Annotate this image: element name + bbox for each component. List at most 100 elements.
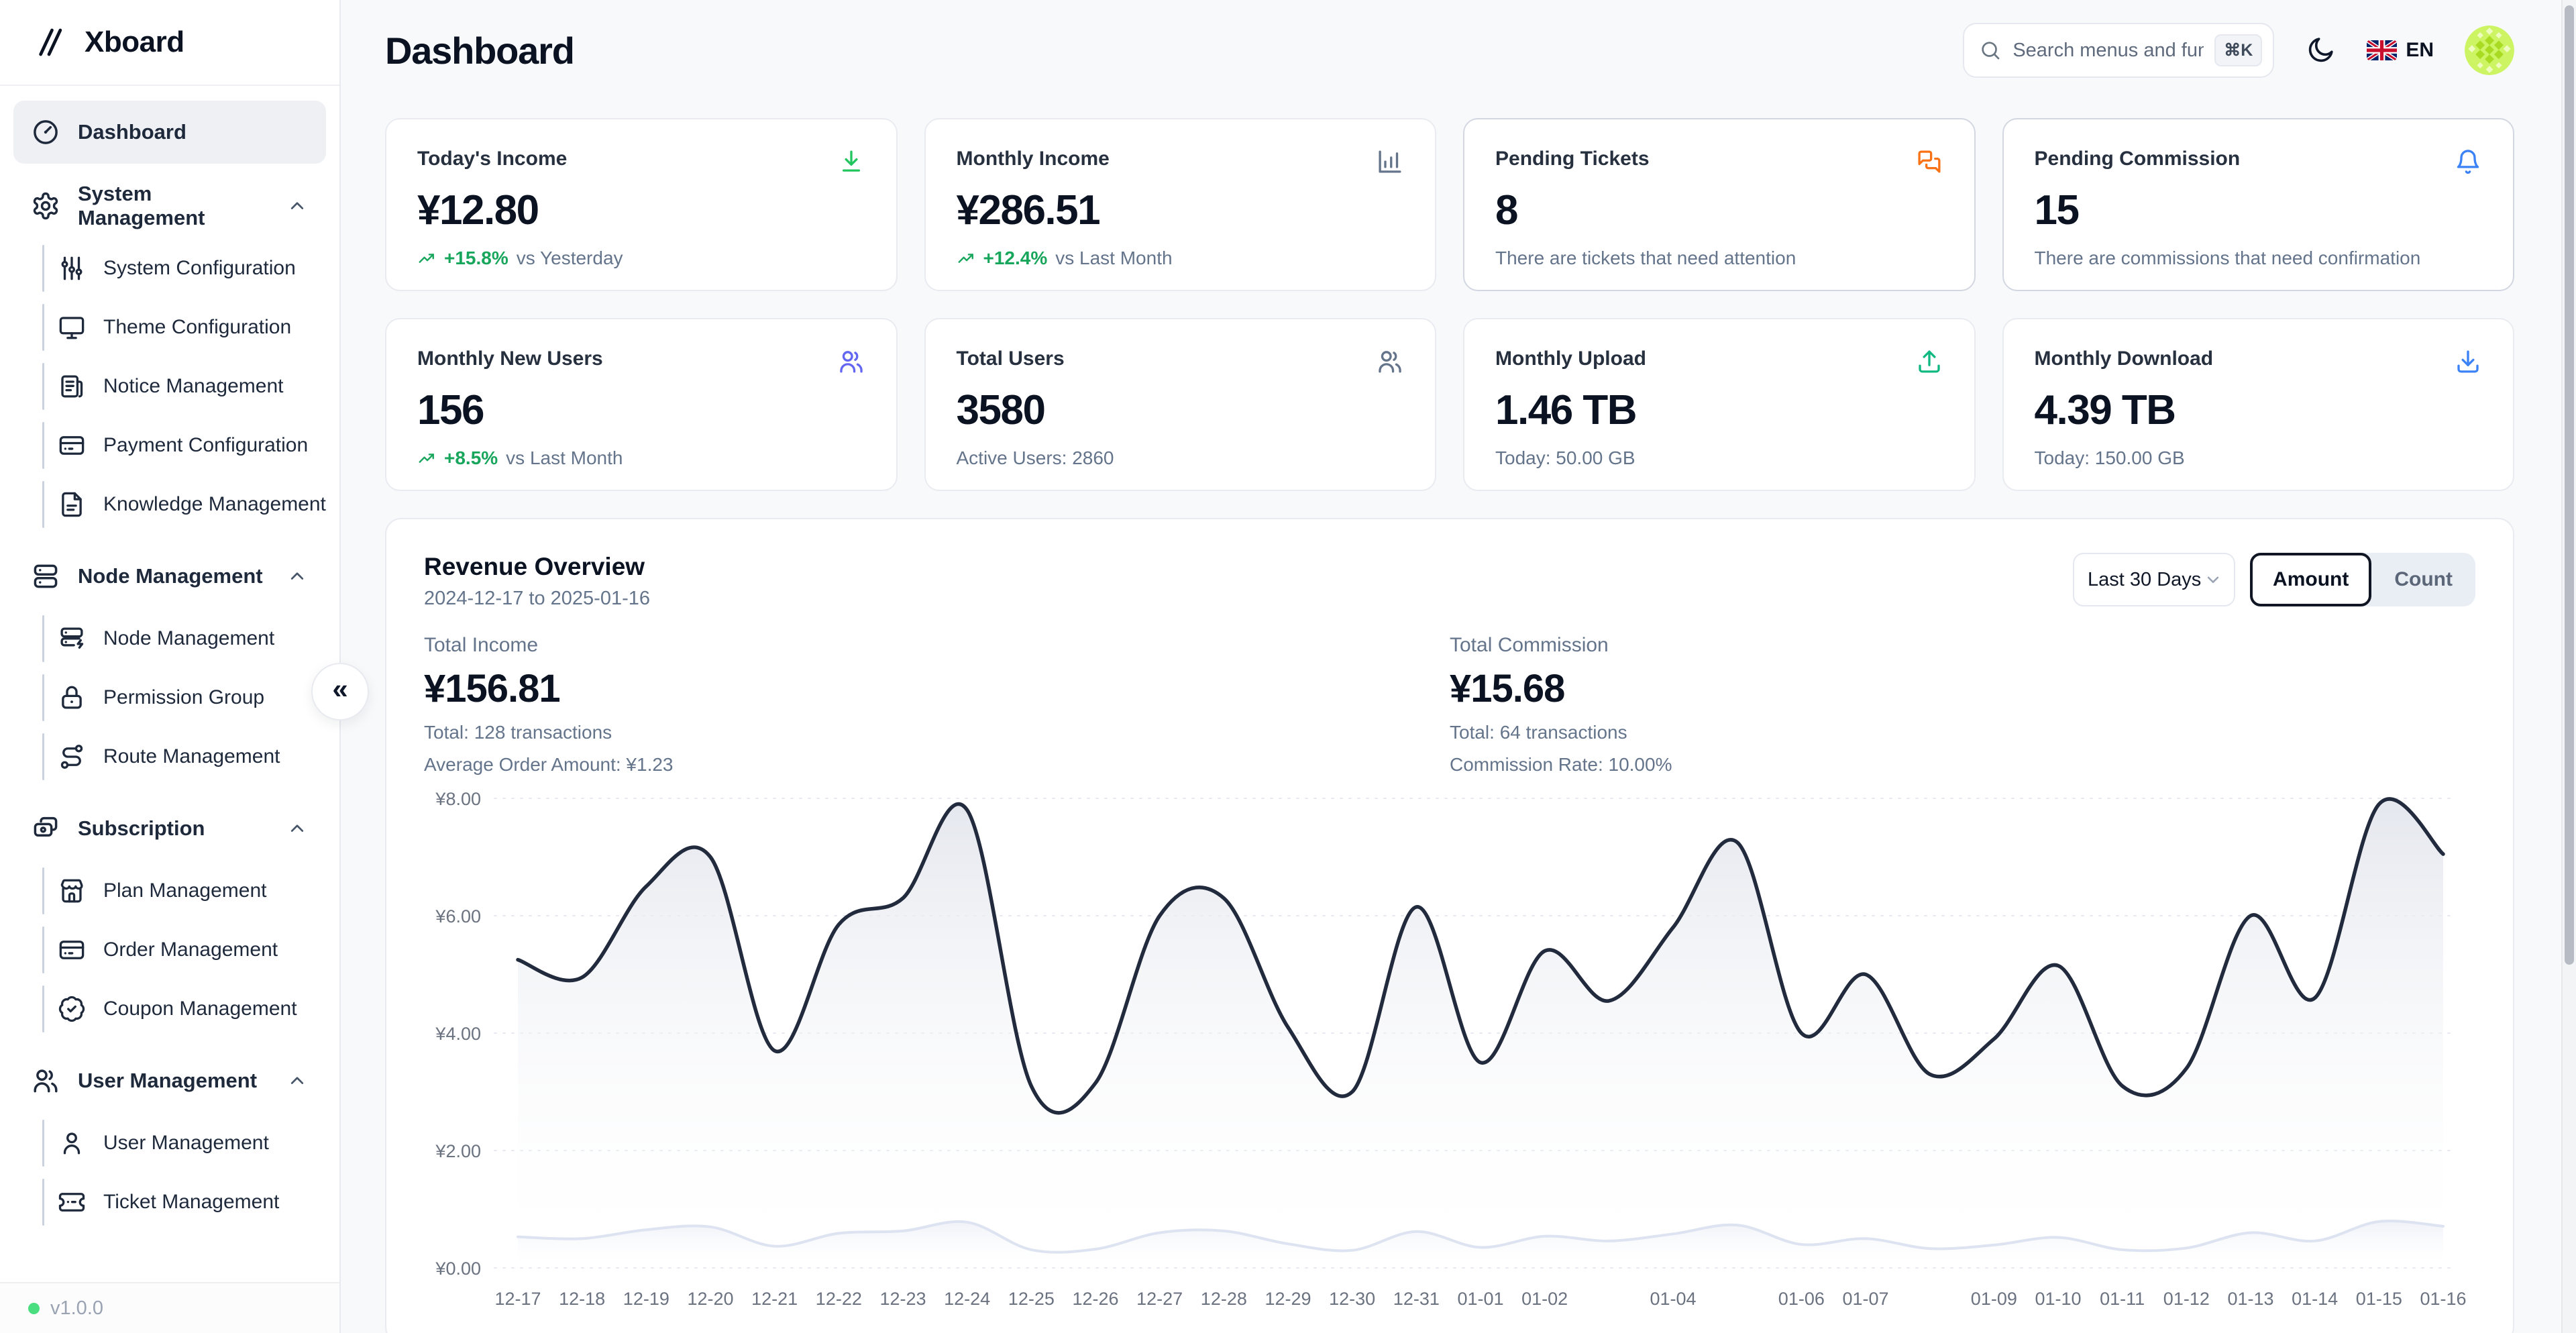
store-icon [60, 879, 83, 903]
page-scrollbar[interactable] [2561, 0, 2576, 1333]
sidebar-item-node-management[interactable]: Node Management [13, 609, 326, 668]
download-icon [842, 150, 860, 172]
search-icon [1982, 42, 2000, 60]
sidebar-section-system-management: System Management System Configuration The… [13, 174, 326, 534]
sidebar-section-label: Subscription [78, 816, 205, 840]
sidebar-item-label: Notice Management [103, 375, 284, 397]
x-axis-label: 12-25 [1008, 1289, 1055, 1309]
version-label: v1.0.0 [50, 1297, 103, 1319]
stat-card-subtext: Active Users: 2860 [957, 447, 1405, 469]
topbar-actions: Search menus and functions... ⌘K [1963, 23, 2514, 78]
chat-icon [1917, 150, 1941, 173]
avatar-image-icon [2465, 25, 2514, 75]
sidebar-item-user-management[interactable]: User Management [13, 1114, 326, 1173]
y-axis-label: ¥2.00 [435, 1141, 481, 1161]
stat-card-value: ¥12.80 [417, 187, 539, 233]
revenue-chart-container: ¥0.00 ¥2.00 ¥4.00 ¥6.00 ¥8.00 12-17 12-18 12-19… [424, 792, 2475, 1322]
series-line-income [516, 797, 2445, 1115]
server-zap-icon [60, 627, 84, 649]
x-axis-label: 12-24 [944, 1289, 990, 1309]
x-axis-label: 12-18 [559, 1289, 605, 1309]
users-icon [839, 351, 863, 373]
search-input[interactable]: Search menus and functions... ⌘K [1963, 23, 2275, 78]
x-axis-label: 01-14 [2292, 1289, 2338, 1309]
stat-card-title: Total Users [956, 348, 1065, 370]
page-title: Dashboard [385, 29, 575, 72]
sidebar-collapse-button[interactable]: « [311, 663, 369, 721]
stat-card-subtitle: Today: 50.00 GB [1495, 447, 1635, 468]
page-scrollbar-thumb[interactable] [2565, 5, 2574, 965]
stat-card-subtext: Today: 150.00 GB [2035, 447, 2483, 469]
sidebar-section-header-subscription[interactable]: Subscription [13, 797, 326, 860]
dark-mode-toggle[interactable] [2305, 35, 2336, 66]
users-icon [34, 1069, 58, 1093]
sidebar-item-order-management[interactable]: Order Management [13, 920, 326, 979]
stat-card-value: 4.39 TB [2034, 387, 2177, 433]
sidebar-section-label: System Management [78, 182, 205, 229]
sidebar-item-label: Permission Group [103, 686, 265, 708]
language-selector[interactable]: EN [2367, 39, 2434, 62]
sidebar-item-ticket-management[interactable]: Ticket Management [13, 1173, 326, 1232]
total-income-value: ¥156.81 [424, 667, 561, 710]
stat-card-pending-tickets[interactable]: Pending Tickets 8 There are tickets that n… [1463, 118, 1976, 291]
trend-compare-label: vs Last Month [506, 447, 623, 468]
sidebar-item-label: System Configuration [103, 257, 296, 279]
toggle-count-button[interactable]: Count [2371, 553, 2475, 606]
stat-card-value: 1.46 TB [1495, 387, 1638, 433]
sidebar-item-permission-group[interactable]: Permission Group [13, 668, 326, 727]
stat-card-header: Today's Income [417, 148, 865, 176]
x-axis-label: 12-23 [879, 1289, 926, 1309]
sidebar-item-dashboard[interactable]: Dashboard [13, 101, 326, 164]
stat-card-total-users: Total Users 3580 Active Users: 2860 [924, 318, 1436, 491]
sidebar-section-header-system-management[interactable]: System Management [13, 174, 326, 237]
sidebar-item-coupon-management[interactable]: Coupon Management [13, 979, 326, 1038]
stat-card-value: 156 [417, 387, 484, 433]
trend-value: +8.5% [444, 447, 498, 468]
sidebar-item-knowledge-management[interactable]: Knowledge Management [13, 475, 326, 534]
date-range-select[interactable]: Last 30 Days [2073, 553, 2236, 606]
stat-card-subtext: +8.5% vs Last Month [417, 447, 865, 469]
gear-icon [33, 192, 58, 220]
average-order-amount: Average Order Amount: ¥1.23 [424, 754, 674, 775]
sidebar-item-label: Plan Management [103, 879, 267, 902]
x-axis-label: 01-13 [2227, 1289, 2273, 1309]
stat-card-subtext: Today: 50.00 GB [1495, 447, 1943, 469]
file-text-icon [62, 492, 82, 517]
x-axis-label: 01-15 [2356, 1289, 2402, 1309]
sidebar-item-notice-management[interactable]: Notice Management [13, 357, 326, 416]
sidebar-item-plan-management[interactable]: Plan Management [13, 861, 326, 920]
sidebar-item-system-configuration[interactable]: System Configuration [13, 239, 326, 298]
server-icon [34, 564, 58, 588]
stat-card-pending-commission[interactable]: Pending Commission 15 There are commission… [2002, 118, 2514, 291]
revenue-controls: Last 30 Days Amount Count [2073, 553, 2475, 606]
x-axis-label: 12-19 [623, 1289, 669, 1309]
stat-card-subtext: There are tickets that need attention [1495, 248, 1943, 269]
search-shortcut-badge: ⌘K [2214, 34, 2263, 66]
moon-icon [2309, 38, 2333, 62]
sidebar-section-header-user-management[interactable]: User Management [13, 1049, 326, 1112]
total-commission-label: Total Commission [1450, 634, 1609, 656]
avatar[interactable] [2465, 25, 2514, 75]
trend-indicator: +12.4% [957, 248, 1047, 269]
stat-card-monthly-upload: Monthly Upload 1.46 TB Today: 50.00 GB [1463, 318, 1976, 491]
x-axis-label: 01-07 [1842, 1289, 1888, 1309]
total-income-transactions: Total: 128 transactions [424, 722, 612, 743]
series-line-commission [517, 1220, 2445, 1254]
toggle-amount-button[interactable]: Amount [2250, 553, 2372, 606]
bell-icon [2457, 150, 2479, 174]
sidebar-children: Plan Management Order Management Coupon Ma… [13, 861, 326, 1038]
stat-card-header: Monthly New Users [417, 348, 865, 376]
wallet-cards-icon [34, 816, 58, 837]
revenue-header: Revenue Overview 2024-12-17 to 2025-01-1… [424, 553, 2475, 610]
trend-compare-label: vs Yesterday [516, 248, 623, 268]
x-axis-label: 12-20 [687, 1289, 733, 1309]
sidebar-children: Node Management Permission Group Route Man… [13, 609, 326, 786]
sidebar-item-payment-configuration[interactable]: Payment Configuration [13, 416, 326, 475]
stat-card-subtitle: Active Users: 2860 [956, 447, 1114, 468]
sidebar-section-header-node-management[interactable]: Node Management [13, 545, 326, 608]
sidebar-item-theme-configuration[interactable]: Theme Configuration [13, 298, 326, 357]
sidebar: Xboard Dashboard System Management System … [0, 0, 341, 1333]
sidebar-item-label: Ticket Management [103, 1191, 280, 1213]
stat-card-subtext: There are commissions that need confirma… [2035, 248, 2483, 269]
sidebar-item-route-management[interactable]: Route Management [13, 727, 326, 786]
